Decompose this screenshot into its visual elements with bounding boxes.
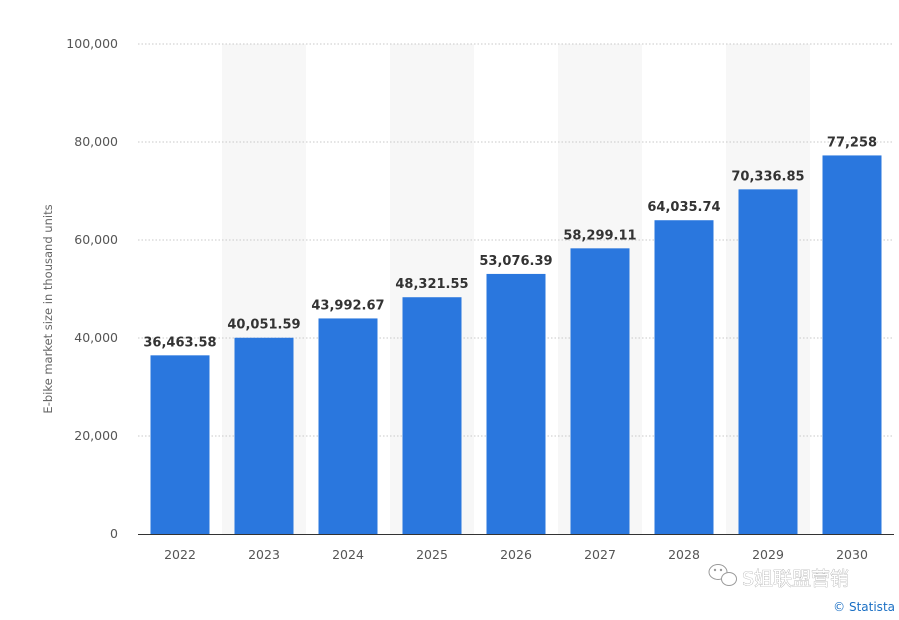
data-label-2023: 40,051.59 (227, 318, 300, 333)
y-tick-label: 80,000 (74, 134, 118, 149)
statista-credit-link[interactable]: © Statista (833, 600, 895, 614)
data-labels: 36,463.58 40,051.59 43,992.67 48,321.55 53,0… (143, 135, 877, 350)
x-tick-label-2023: 2023 (248, 547, 280, 562)
x-tick-label-2029: 2029 (752, 547, 784, 562)
wechat-icon (708, 564, 737, 586)
watermark: S姐联盟营销 (708, 564, 849, 590)
watermark-text: S姐联盟营销 (742, 568, 849, 590)
bar-2023[interactable] (234, 337, 294, 534)
data-label-2025: 48,321.55 (395, 277, 468, 292)
y-tick-label: 60,000 (74, 232, 118, 247)
data-label-2022: 36,463.58 (143, 335, 216, 350)
data-label-2028: 64,035.74 (647, 200, 720, 215)
x-tick-label-2025: 2025 (416, 547, 448, 562)
bar-2030[interactable] (822, 155, 882, 535)
y-axis-title: E-bike market size in thousand units (41, 204, 55, 413)
x-tick-label-2024: 2024 (332, 547, 364, 562)
x-tick-label-2027: 2027 (584, 547, 616, 562)
x-tick-label-2030: 2030 (836, 547, 868, 562)
data-label-2030: 77,258 (827, 135, 877, 150)
bar-2024[interactable] (318, 318, 378, 534)
bars (150, 155, 882, 535)
bar-2022[interactable] (150, 355, 210, 534)
data-label-2026: 53,076.39 (479, 254, 552, 269)
data-label-2027: 58,299.11 (563, 228, 636, 243)
bar-2028[interactable] (654, 220, 714, 535)
y-tick-label: 0 (110, 526, 118, 541)
bar-2025[interactable] (402, 297, 462, 534)
bar-2029[interactable] (738, 189, 798, 535)
bar-2027[interactable] (570, 248, 630, 535)
x-tick-label-2022: 2022 (164, 547, 196, 562)
y-axis-ticks: 0 20,000 40,000 60,000 80,000 100,000 (66, 36, 118, 541)
y-tick-label: 100,000 (66, 36, 118, 51)
x-tick-label-2028: 2028 (668, 547, 700, 562)
x-tick-label-2026: 2026 (500, 547, 532, 562)
data-label-2029: 70,336.85 (731, 169, 804, 184)
bar-2026[interactable] (486, 273, 546, 534)
x-axis-ticks: 2022 2023 2024 2025 2026 2027 2028 2029 2030 (164, 547, 868, 562)
y-tick-label: 20,000 (74, 428, 118, 443)
y-tick-label: 40,000 (74, 330, 118, 345)
data-label-2024: 43,992.67 (311, 298, 384, 313)
